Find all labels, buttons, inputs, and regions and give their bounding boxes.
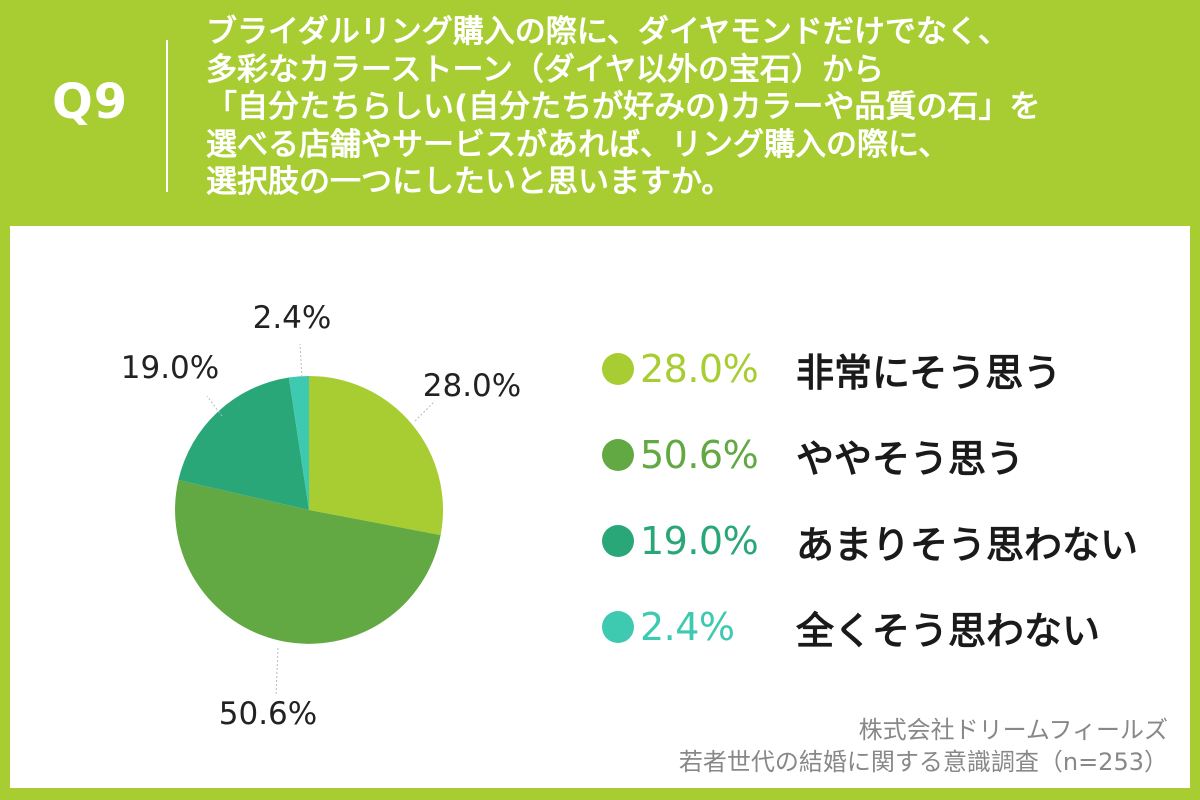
source-company: 株式会社ドリームフィールズ	[858, 716, 1168, 744]
legend-dot-icon	[602, 353, 634, 385]
slice-label-4: 2.4%	[253, 300, 332, 336]
question-number: Q9	[52, 74, 129, 130]
leader-line-1	[414, 400, 436, 422]
source-survey: 若者世代の結婚に関する意識調査（n=253）	[678, 748, 1168, 776]
pie-slice-1	[309, 376, 444, 536]
pie-slice-4	[288, 376, 309, 510]
legend-label: 非常にそう思う	[796, 350, 1062, 395]
legend-value: 50.6%	[640, 433, 759, 477]
header: Q9 ブライダルリング購入の際に、ダイヤモンドだけでなく、 多彩なカラーストーン…	[0, 0, 1200, 226]
legend-item-3: 19.0% あまりそう思わない	[602, 498, 1138, 584]
question-line: 選択肢の一つにしたいと思いますか。	[206, 164, 733, 200]
question-line: 「自分たちらしい(自分たちが好みの)カラーや品質の石」を	[206, 89, 1041, 125]
slice-label-1: 28.0%	[423, 368, 521, 404]
legend: 28.0% 非常にそう思う 50.6% ややそう思う 19.0% あまりそう思わない 2.4…	[602, 326, 1138, 670]
header-divider	[166, 40, 168, 192]
legend-label: ややそう思う	[796, 436, 1025, 481]
source-note: 株式会社ドリームフィールズ 若者世代の結婚に関する意識調査（n=253）	[679, 714, 1168, 778]
legend-dot-icon	[602, 611, 634, 643]
pie-slice-labels: 28.0% 50.6% 19.0% 2.4%	[121, 300, 521, 732]
legend-value: 2.4%	[640, 605, 735, 649]
leader-line-3	[206, 395, 223, 417]
pie-slice-3	[178, 377, 309, 510]
question-line: ブライダルリング購入の際に、ダイヤモンドだけでなく、	[206, 14, 1009, 50]
legend-label: あまりそう思わない	[796, 522, 1139, 567]
leader-line-2	[275, 647, 279, 697]
legend-item-2: 50.6% ややそう思う	[602, 412, 1138, 498]
pie-chart: 28.0% 50.6% 19.0% 2.4%	[121, 300, 521, 732]
legend-dot-icon	[602, 439, 634, 471]
slice-label-2: 50.6%	[219, 696, 317, 732]
legend-item-1: 28.0% 非常にそう思う	[602, 326, 1138, 412]
legend-value: 28.0%	[640, 347, 759, 391]
legend-dot-icon	[602, 525, 634, 557]
pie-leader-lines	[206, 343, 436, 697]
chart-panel: 28.0% 50.6% 19.0% 2.4% 28.0% 非常にそう思う 50.6% ややそ…	[10, 226, 1190, 788]
question-line: 多彩なカラーストーン（ダイヤ以外の宝石）から	[206, 51, 884, 88]
legend-label: 全くそう思わない	[796, 608, 1101, 653]
slice-label-3: 19.0%	[121, 350, 219, 386]
question-text: ブライダルリング購入の際に、ダイヤモンドだけでなく、 多彩なカラーストーン（ダイ…	[206, 14, 1186, 202]
legend-value: 19.0%	[640, 519, 759, 563]
leader-line-4	[299, 343, 303, 378]
question-line: 選べる店舗やサービスがあれば、リング購入の際に、	[206, 126, 950, 163]
pie-slices	[175, 376, 444, 644]
legend-item-4: 2.4% 全くそう思わない	[602, 584, 1138, 670]
pie-slice-2	[175, 479, 441, 644]
